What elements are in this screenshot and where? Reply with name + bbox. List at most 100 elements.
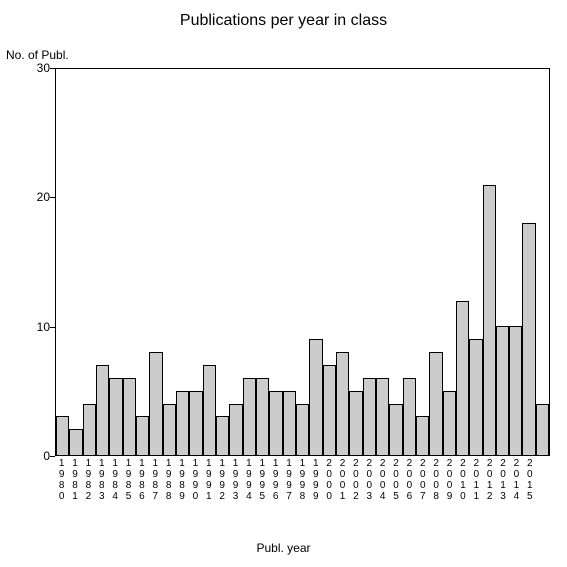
x-tick-char: 1 (474, 480, 480, 491)
x-tick-slot: 1990 (189, 458, 202, 502)
x-tick-char: 1 (260, 458, 266, 469)
x-tick-char: 1 (179, 458, 185, 469)
bar (522, 223, 535, 455)
x-tick-char: 5 (527, 491, 533, 502)
x-tick-char: 0 (447, 469, 453, 480)
x-tick-char: 8 (72, 480, 78, 491)
x-tick-slot: 2011 (470, 458, 483, 502)
bar-slot (416, 69, 429, 455)
bar (496, 326, 509, 455)
x-tick-char: 8 (300, 491, 306, 502)
bar-slot (443, 69, 456, 455)
bar-slot (469, 69, 482, 455)
x-tick-char: 0 (59, 491, 65, 502)
x-tick-char: 1 (500, 480, 506, 491)
x-tick-slot: 1984 (109, 458, 122, 502)
x-tick-char: 7 (153, 491, 159, 502)
x-tick-slot: 1996 (269, 458, 282, 502)
x-tick-char: 1 (139, 458, 145, 469)
x-tick-char: 9 (273, 469, 279, 480)
x-tick-slot (537, 458, 550, 502)
bar (416, 416, 429, 455)
x-tick-char: 1 (246, 458, 252, 469)
x-tick-char: 0 (326, 469, 332, 480)
x-tick-slot: 1989 (175, 458, 188, 502)
x-tick-char: 9 (126, 469, 132, 480)
y-tick-label: 10 (20, 320, 50, 334)
x-tick-char: 2 (527, 458, 533, 469)
bar (83, 404, 96, 455)
x-tick-char: 9 (193, 469, 199, 480)
x-tick-char: 9 (206, 480, 212, 491)
bar-slot (456, 69, 469, 455)
x-tick-char: 0 (193, 491, 199, 502)
x-tick-slot: 1993 (229, 458, 242, 502)
x-tick-char: 0 (487, 469, 493, 480)
bar-slot (283, 69, 296, 455)
x-tick-char: 0 (500, 469, 506, 480)
x-tick-char: 9 (193, 480, 199, 491)
x-tick-slot: 1999 (309, 458, 322, 502)
x-tick-char: 0 (447, 480, 453, 491)
x-tick-char: 0 (527, 469, 533, 480)
x-tick-slot: 2010 (456, 458, 469, 502)
x-tick-char: 0 (367, 469, 373, 480)
bar-slot (189, 69, 202, 455)
x-tick-char: 9 (447, 491, 453, 502)
bar-slot (176, 69, 189, 455)
x-tick-char: 0 (353, 480, 359, 491)
x-tick-char: 9 (273, 480, 279, 491)
x-tick-char: 9 (313, 480, 319, 491)
x-tick-slot: 2014 (510, 458, 523, 502)
bar (376, 378, 389, 455)
x-tick-char: 1 (206, 491, 212, 502)
bar-slot (256, 69, 269, 455)
x-tick-char: 2 (407, 458, 413, 469)
x-tick-slot: 1982 (82, 458, 95, 502)
bar (269, 391, 282, 455)
x-tick-char: 1 (112, 458, 118, 469)
x-tick-char: 1 (233, 458, 239, 469)
x-tick-char: 0 (393, 480, 399, 491)
x-tick-slot: 1997 (282, 458, 295, 502)
bar (56, 416, 69, 455)
bar (429, 352, 442, 455)
x-tick-char: 9 (300, 469, 306, 480)
x-tick-char: 1 (286, 458, 292, 469)
bar-slot (376, 69, 389, 455)
x-tick-slot: 1981 (68, 458, 81, 502)
x-tick-char: 2 (447, 458, 453, 469)
x-tick-char: 9 (206, 469, 212, 480)
x-tick-char: 0 (353, 469, 359, 480)
bar (469, 339, 482, 455)
x-tick-slot: 1986 (135, 458, 148, 502)
x-tick-char: 0 (420, 469, 426, 480)
bar (283, 391, 296, 455)
x-tick-char: 3 (367, 491, 373, 502)
x-tick-char: 0 (460, 469, 466, 480)
bar (536, 404, 549, 455)
y-tick-label: 20 (20, 190, 50, 204)
x-tick-char: 9 (139, 469, 145, 480)
x-tick-char: 0 (340, 480, 346, 491)
x-tick-char: 8 (153, 480, 159, 491)
bar-slot (243, 69, 256, 455)
chart-container: Publications per year in class No. of Pu… (0, 0, 567, 567)
bar-slot (309, 69, 322, 455)
bar-slot (363, 69, 376, 455)
x-tick-slot: 1987 (149, 458, 162, 502)
bar (483, 185, 496, 455)
x-tick-slot: 2015 (523, 458, 536, 502)
bar (96, 365, 109, 455)
x-axis-label: Publ. year (0, 541, 567, 555)
bar (163, 404, 176, 455)
x-tick-slot: 2002 (349, 458, 362, 502)
bar (363, 378, 376, 455)
x-tick-char: 0 (393, 469, 399, 480)
bar (443, 391, 456, 455)
bar (69, 429, 82, 455)
bar-slot (522, 69, 535, 455)
x-tick-char: 0 (514, 469, 520, 480)
bar (189, 391, 202, 455)
x-tick-char: 8 (166, 480, 172, 491)
